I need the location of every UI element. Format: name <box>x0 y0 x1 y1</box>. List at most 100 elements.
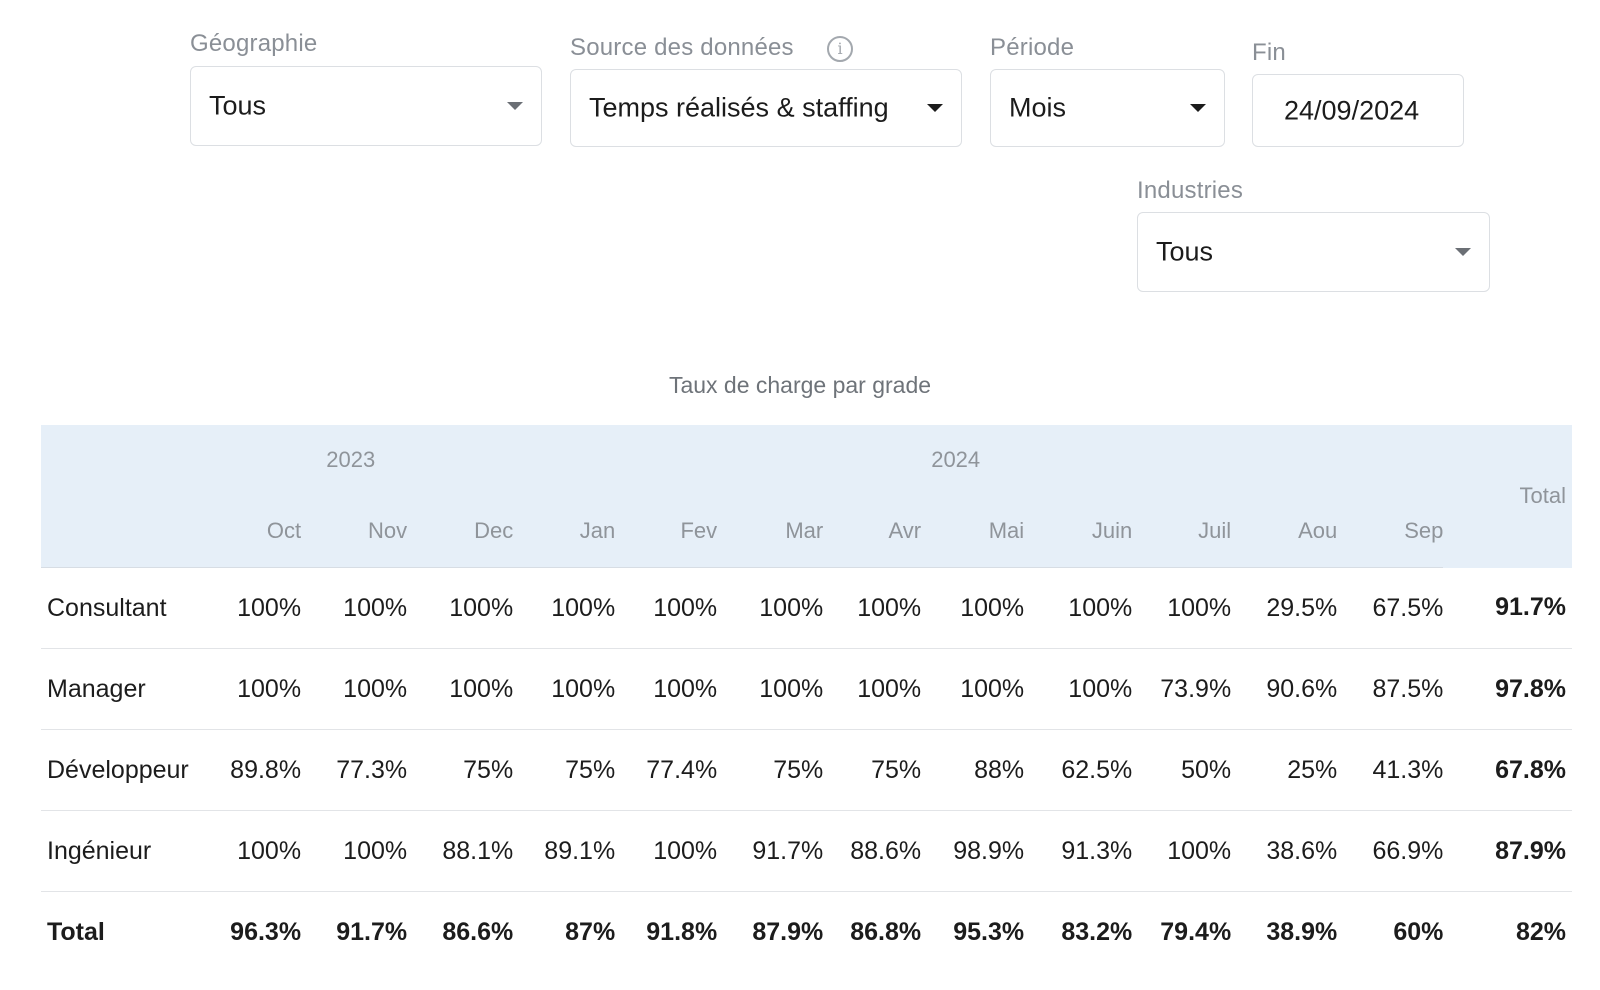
month-header: Nov <box>301 495 408 568</box>
table-cell: 87% <box>565 917 616 946</box>
table-cell: 100% <box>615 810 718 892</box>
table-cell: 100% <box>513 648 616 730</box>
table-cell: 41.3% <box>1337 729 1444 811</box>
charge-table: 2023 2024 Total Oct Nov Dec Jan Fev Mar … <box>41 425 1572 972</box>
table-cell: 88.6% <box>823 810 922 892</box>
table-cell: 100% <box>301 567 408 649</box>
table-cell: 91.8% <box>646 917 718 946</box>
table-cell: 50% <box>1132 729 1232 811</box>
table-cell: 100% <box>921 567 1025 649</box>
month-header: Sep <box>1337 495 1444 568</box>
row-total: 91.7% <box>1443 567 1572 649</box>
row-total: 67.8% <box>1443 729 1572 811</box>
geographie-value: Tous <box>209 90 267 121</box>
month-header: Fev <box>615 495 718 568</box>
chevron-down-icon <box>1455 248 1471 256</box>
month-header-row: Oct Nov Dec Jan Fev Mar Avr Mai Juin Jui… <box>41 495 1572 568</box>
industries-label: Industries <box>1137 177 1244 204</box>
month-header: Juil <box>1132 495 1232 568</box>
table-cell: 87.5% <box>1337 648 1444 730</box>
table-cell: 89.8% <box>209 729 302 811</box>
table-row: Développeur 89.8% 77.3% 75% 75% 77.4% 75… <box>41 729 1572 811</box>
table-cell: 98.9% <box>921 810 1025 892</box>
table-row: Manager 100% 100% 100% 100% 100% 100% 10… <box>41 648 1572 730</box>
table-cell: 100% <box>717 567 824 649</box>
month-header: Juin <box>1024 495 1133 568</box>
table-cell: 100% <box>513 567 616 649</box>
table-title: Taux de charge par grade <box>668 372 932 398</box>
month-header: Dec <box>407 495 514 568</box>
periode-value: Mois <box>1009 92 1067 123</box>
table-cell: 91.7% <box>717 810 824 892</box>
table-cell: 100% <box>209 567 302 649</box>
table-cell: 86.6% <box>442 917 514 946</box>
table-cell: 66.9% <box>1337 810 1444 892</box>
chevron-down-icon <box>927 104 943 112</box>
table-cell: 100% <box>823 567 922 649</box>
table-cell: 38.6% <box>1231 810 1338 892</box>
table-cell: 100% <box>209 648 302 730</box>
table-cell: 83.2% <box>1061 917 1133 946</box>
chevron-down-icon <box>1190 104 1206 112</box>
table-cell: 100% <box>301 648 408 730</box>
table-row: Ingénieur 100% 100% 88.1% 89.1% 100% 91.… <box>41 810 1572 892</box>
month-header: Mai <box>921 495 1025 568</box>
table-cell: 25% <box>1231 729 1338 811</box>
grade-label: Développeur <box>41 729 210 811</box>
table-cell: 89.1% <box>513 810 616 892</box>
row-total: 87.9% <box>1443 810 1572 892</box>
total-column-header: Total <box>1519 483 1566 509</box>
month-header: Aou <box>1231 495 1338 568</box>
table-cell: 100% <box>921 648 1025 730</box>
table-cell: 73.9% <box>1132 648 1232 730</box>
periode-label: Période <box>990 34 1075 61</box>
table-cell: 87.9% <box>752 917 824 946</box>
table-cell: 96.3% <box>230 917 302 946</box>
year-2024: 2024 <box>931 447 981 472</box>
table-cell: 100% <box>1024 648 1133 730</box>
table-cell: 77.4% <box>615 729 718 811</box>
fin-label: Fin <box>1252 39 1286 66</box>
source-value: Temps réalisés & staffing <box>589 92 889 123</box>
industries-value: Tous <box>1156 236 1214 267</box>
month-header: Oct <box>209 495 302 568</box>
chevron-down-icon <box>507 102 523 110</box>
table-cell: 100% <box>407 648 514 730</box>
table-cell: 75% <box>407 729 514 811</box>
table-cell: 79.4% <box>1160 917 1232 946</box>
source-select[interactable]: Temps réalisés & staffing <box>570 69 962 147</box>
table-cell: 100% <box>1132 567 1232 649</box>
table-cell: 100% <box>615 648 718 730</box>
table-cell: 91.3% <box>1024 810 1133 892</box>
total-row: Total 96.3% 91.7% 86.6% 87% 91.8% 87.9% … <box>41 892 1572 973</box>
year-2023: 2023 <box>326 447 376 472</box>
industries-select[interactable]: Tous <box>1137 212 1490 292</box>
table-row: Consultant 100% 100% 100% 100% 100% 100%… <box>41 567 1572 649</box>
fin-date-input[interactable]: 24/09/2024 <box>1252 74 1464 147</box>
geographie-select[interactable]: Tous <box>190 66 542 146</box>
total-row-label: Total <box>47 917 105 946</box>
table-cell: 29.5% <box>1231 567 1338 649</box>
grade-label: Manager <box>41 648 210 730</box>
fin-value: 24/09/2024 <box>1284 95 1420 125</box>
grade-label: Ingénieur <box>41 810 210 892</box>
table-cell: 100% <box>1024 567 1133 649</box>
table-cell: 88.1% <box>407 810 514 892</box>
table-cell: 100% <box>1132 810 1232 892</box>
info-icon[interactable]: i <box>827 36 853 62</box>
row-total: 97.8% <box>1443 648 1572 730</box>
year-header-row: 2023 2024 Total <box>41 425 1572 508</box>
table-cell: 62.5% <box>1024 729 1133 811</box>
periode-select[interactable]: Mois <box>990 69 1225 147</box>
table-cell: 90.6% <box>1231 648 1338 730</box>
table-cell: 75% <box>513 729 616 811</box>
table-cell: 86.8% <box>850 917 922 946</box>
table-cell: 75% <box>823 729 922 811</box>
table-cell: 100% <box>209 810 302 892</box>
table-cell: 100% <box>717 648 824 730</box>
table-cell: 100% <box>823 648 922 730</box>
table-cell: 75% <box>717 729 824 811</box>
grade-label: Consultant <box>41 567 210 649</box>
month-header: Mar <box>717 495 824 568</box>
table-cell: 100% <box>407 567 514 649</box>
